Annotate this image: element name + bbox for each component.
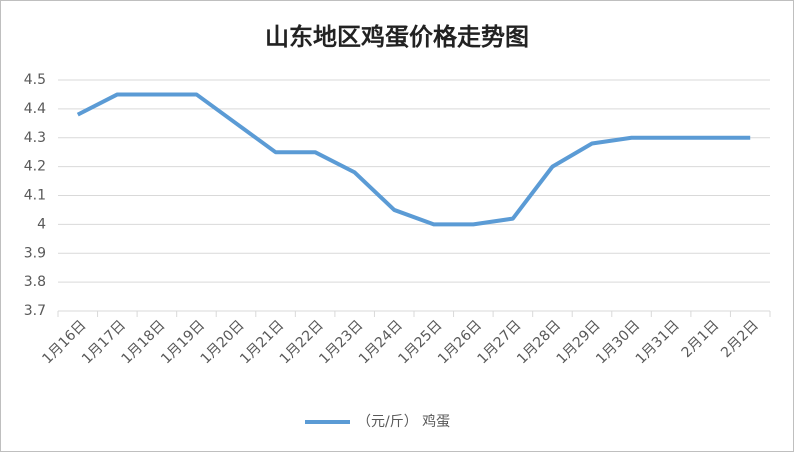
y-tick-label: 4.4 <box>24 101 46 117</box>
chart-title: 山东地区鸡蛋价格走势图 <box>265 23 529 51</box>
legend-label: （元/斤） 鸡蛋 <box>357 413 450 430</box>
y-tick-label: 3.9 <box>24 245 46 261</box>
y-tick-label: 4.1 <box>24 188 46 204</box>
y-tick-label: 3.8 <box>24 274 46 290</box>
y-tick-label: 4.3 <box>24 130 46 146</box>
line-series <box>76 92 751 227</box>
y-tick-label: 4 <box>37 216 46 232</box>
y-tick-label: 3.7 <box>24 303 46 319</box>
y-tick-label: 4.5 <box>24 72 46 88</box>
y-tick-label: 4.2 <box>24 159 46 175</box>
